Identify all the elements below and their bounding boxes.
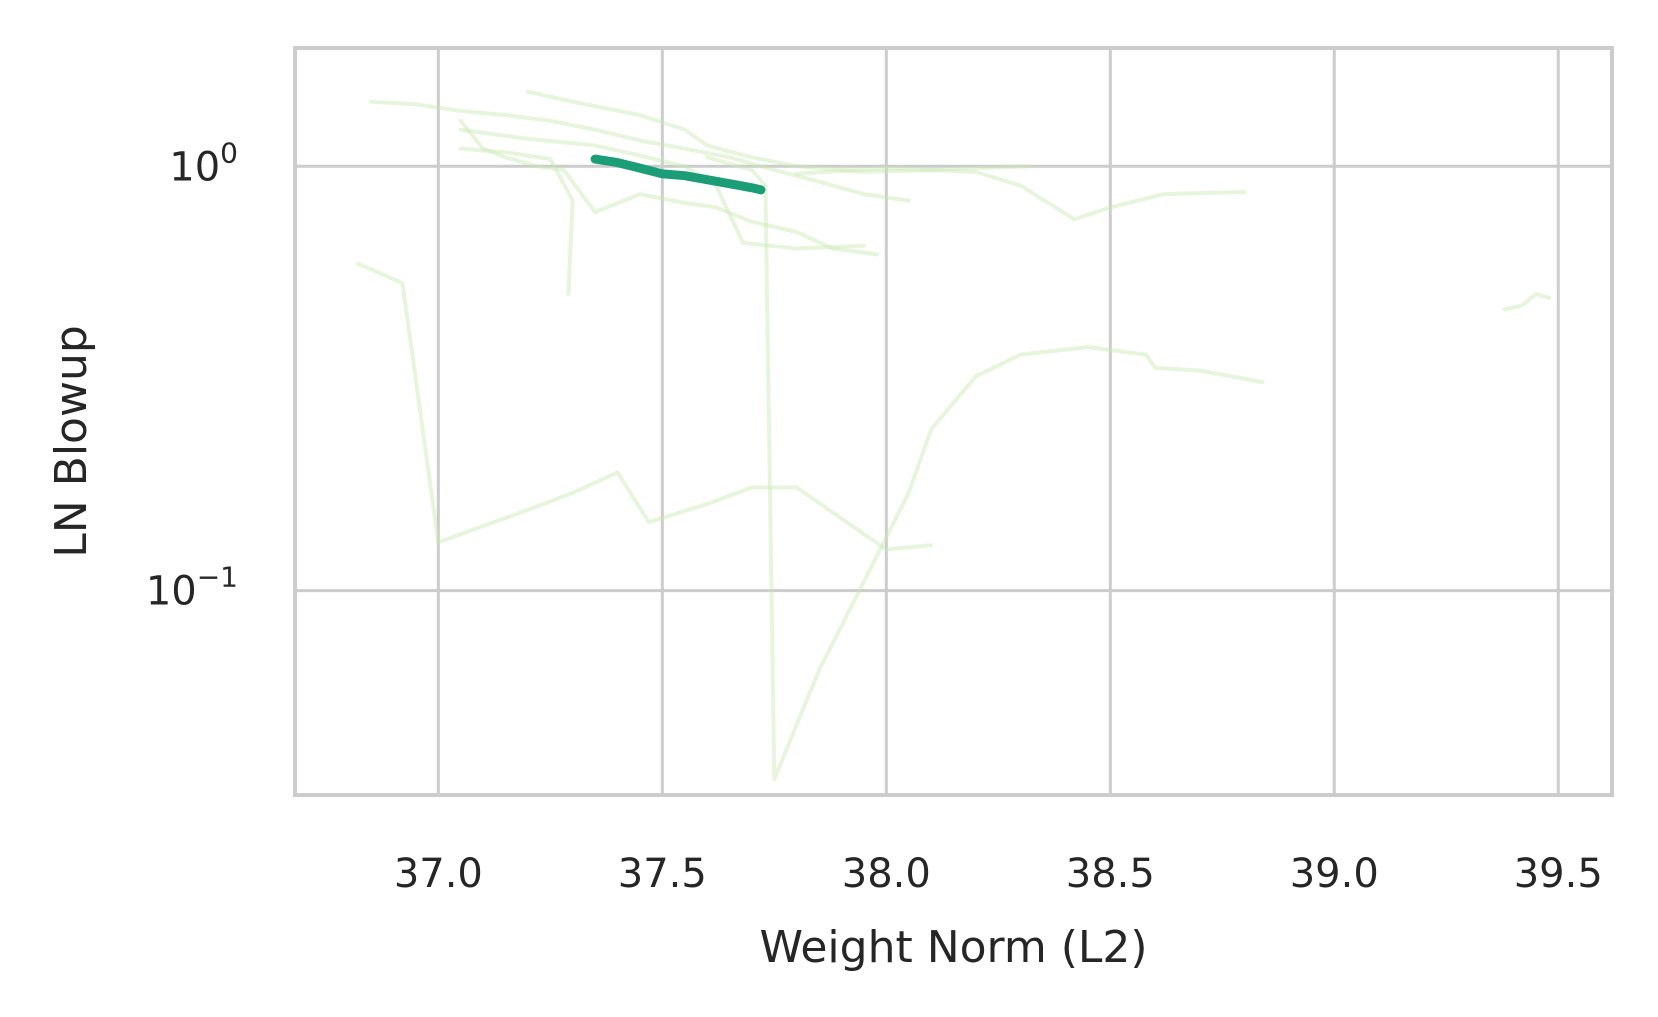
- background-run-line-7: [794, 166, 1247, 222]
- plot-frame: [293, 46, 1614, 797]
- highlighted-run-line: [590, 154, 766, 195]
- x-axis-label: Weight Norm (L2): [759, 922, 1147, 973]
- grid-lines: [295, 48, 1612, 795]
- background-run-line-2: [355, 261, 934, 552]
- x-tick-label-4: 39.0: [1290, 851, 1379, 897]
- y-tick-label-1: 10−1: [146, 561, 238, 615]
- background-run-line-3: [525, 89, 1032, 174]
- background-runs: [355, 89, 1552, 781]
- x-tick-label-1: 37.5: [618, 851, 707, 897]
- background-run-line-8: [1502, 292, 1552, 312]
- background-run-line-6: [705, 155, 1265, 781]
- x-tick-label-3: 38.5: [1066, 851, 1155, 897]
- y-tick-labels: 100 10−1: [146, 136, 238, 614]
- highlighted-run-group: [590, 154, 766, 195]
- y-tick-label-0: 100: [169, 136, 238, 190]
- background-run-line-4: [458, 118, 880, 257]
- background-run-line-9: [458, 127, 866, 251]
- background-run-line-5: [458, 146, 575, 296]
- y-axis-label: LN Blowup: [46, 325, 97, 558]
- x-tick-label-5: 39.5: [1514, 851, 1603, 897]
- x-tick-label-0: 37.0: [394, 851, 483, 897]
- x-tick-label-2: 38.0: [842, 851, 931, 897]
- background-run-line-1: [369, 99, 911, 203]
- x-tick-labels: 37.0 37.5 38.0 38.5 39.0 39.5: [394, 851, 1603, 897]
